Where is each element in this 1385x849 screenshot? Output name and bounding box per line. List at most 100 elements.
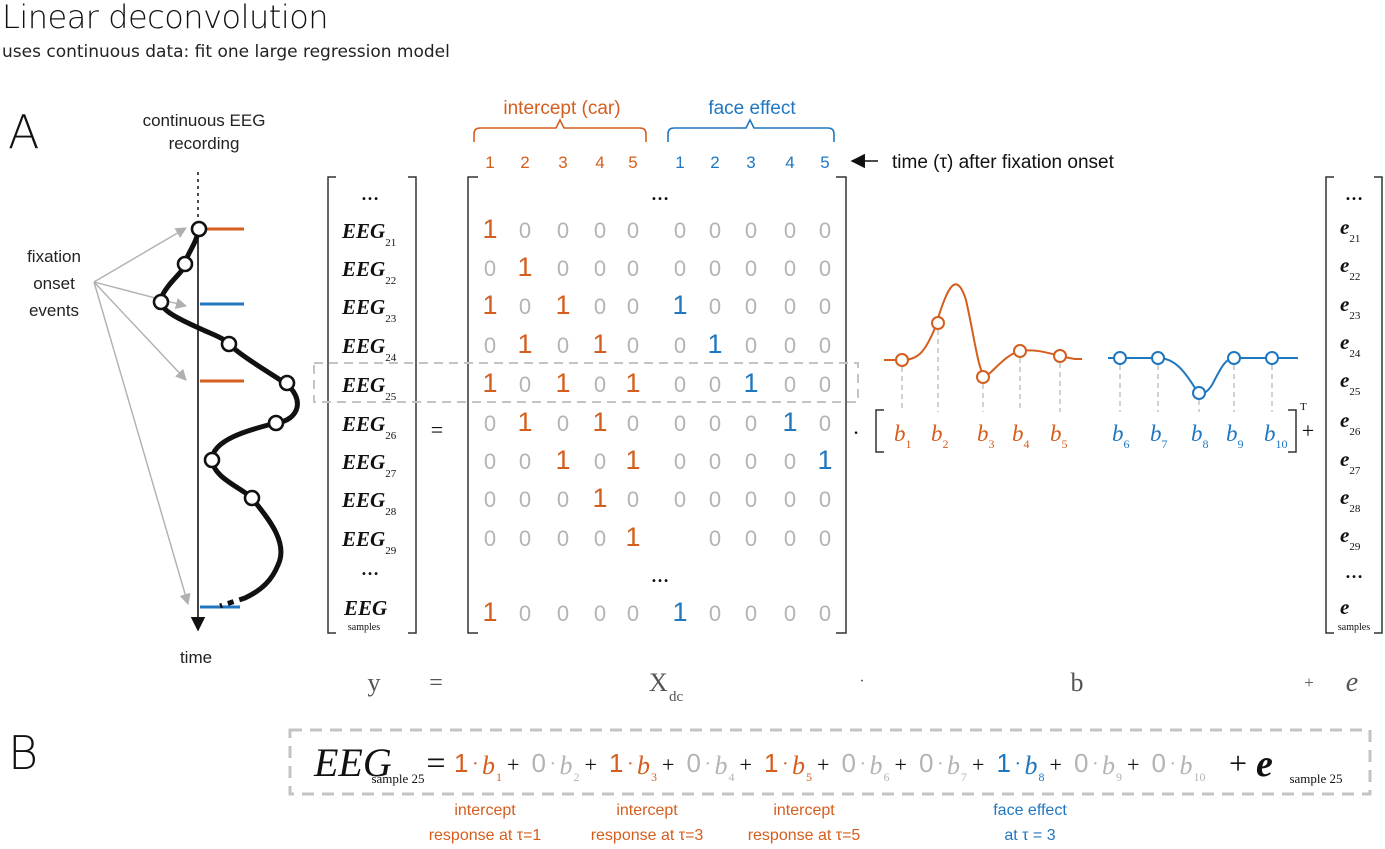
event-arrow: [93, 227, 187, 283]
event-arrow: [93, 281, 187, 381]
dot-operator: ·: [852, 420, 859, 445]
column-number: 3: [746, 153, 755, 172]
matrix-cell: 1: [817, 445, 832, 475]
waveform-point: [895, 353, 909, 367]
matrix-cell: 0: [519, 372, 531, 397]
matrix-cell: 0: [819, 601, 831, 626]
matrix-cell: 0: [674, 218, 686, 243]
events-label-line1: fixation: [27, 247, 81, 266]
column-number: 2: [710, 153, 719, 172]
matrix-cell: 0: [819, 372, 831, 397]
waveform-points: [895, 316, 1279, 412]
intercept-brace: [473, 118, 647, 142]
matrix-cell: 0: [709, 256, 721, 281]
equation-annotations: intercept response at τ=1 intercept respons…: [429, 802, 1068, 844]
eq-coefficient: 0: [687, 748, 701, 778]
matrix-cell: 0: [745, 411, 757, 436]
e-entry: e24: [1340, 330, 1361, 360]
matrix-cell: 0: [519, 449, 531, 474]
eq-b: b: [482, 751, 495, 780]
matrix-cell: 0: [784, 372, 796, 397]
eeg-sample-point: [203, 451, 221, 469]
eq-plus: +: [972, 752, 984, 777]
eq-b-sub: 4: [729, 770, 735, 784]
matrix-cell: 0: [709, 601, 721, 626]
eq-dot: ·: [472, 753, 479, 775]
matrix-cell: 0: [784, 601, 796, 626]
matrix-cell: 0: [784, 333, 796, 358]
y-entry: EEG28: [341, 488, 397, 518]
matrix-cell: 1: [707, 329, 722, 359]
waveform-point: [1265, 351, 1279, 365]
matrix-cell: 0: [627, 601, 639, 626]
column-number: 3: [558, 153, 567, 172]
eeg-sample-point: [220, 335, 238, 353]
y-entry: EEG29: [341, 527, 397, 557]
b-entry: b10: [1264, 421, 1288, 451]
y-bracket-left: [327, 176, 336, 634]
matrix-cell: 0: [557, 411, 569, 436]
matrix-cell: 0: [484, 526, 496, 551]
matrix-cell: 1: [482, 368, 497, 398]
matrix-cell: 0: [627, 411, 639, 436]
eq-b-sub: 6: [884, 770, 890, 784]
matrix-cell: 0: [674, 487, 686, 512]
eeg-sample-point: [267, 414, 285, 432]
matrix-cell: 0: [709, 411, 721, 436]
eeg-sample-point: [176, 255, 194, 273]
matrix-cell: 0: [484, 256, 496, 281]
matrix-cell: 0: [745, 218, 757, 243]
y-entry: EEG26: [341, 412, 397, 442]
panel-b-label: B: [8, 726, 38, 780]
bottom-x: X: [649, 668, 668, 697]
matrix-cell: 0: [819, 294, 831, 319]
matrix-cell: 1: [517, 329, 532, 359]
eq-coefficient: 0: [842, 748, 856, 778]
b-entry: b3: [977, 421, 995, 451]
annotation-line2: at τ = 3: [1004, 827, 1055, 844]
matrix-cell: 1: [555, 445, 570, 475]
matrix-cell: 0: [709, 449, 721, 474]
matrix-cell: 0: [557, 487, 569, 512]
b-entry: b7: [1150, 421, 1168, 451]
matrix-cell: 0: [709, 526, 721, 551]
matrix-cell: 0: [819, 256, 831, 281]
b-vector: b1 b2 b3 b4 b5 b6 b7 b8 b9 b10: [894, 421, 1288, 451]
eeg-title-line1: continuous EEG: [143, 111, 266, 130]
matrix-cell: 0: [627, 218, 639, 243]
eeg-sample-point: [190, 220, 208, 238]
matrix-cell: 0: [819, 411, 831, 436]
eq-b: b: [715, 751, 728, 780]
matrix-cell: 0: [484, 411, 496, 436]
matrix-cell: 0: [484, 449, 496, 474]
matrix-cell: 1: [672, 597, 687, 627]
eeg-trace: [158, 226, 300, 601]
e-ellipsis-top: …: [1345, 184, 1363, 204]
matrix-cell: 0: [594, 256, 606, 281]
matrix-cell: 0: [627, 294, 639, 319]
transpose-mark: T: [1300, 401, 1307, 413]
waveform-point: [976, 370, 990, 384]
e-vector: … e21 e22 e23 e24 e25 e26 e27 e28 e29 … e samples: [1338, 184, 1370, 633]
eq-coefficient: 1: [609, 748, 623, 778]
matrix-cell: 0: [484, 333, 496, 358]
matrix-cell: 0: [819, 333, 831, 358]
matrix-cell: 0: [594, 526, 606, 551]
waveform-point: [1053, 349, 1067, 363]
bottom-b: b: [1071, 668, 1084, 697]
y-entry: EEG27: [341, 450, 397, 480]
eq-b: b: [947, 751, 960, 780]
eq-dot: ·: [1092, 753, 1099, 775]
matrix-cell: 0: [745, 526, 757, 551]
eq-plus: +: [507, 752, 519, 777]
matrix-cell: 0: [745, 487, 757, 512]
matrix-cell: 1: [625, 522, 640, 552]
matrix-cell: 0: [784, 218, 796, 243]
time-label: time: [180, 648, 212, 667]
eeg-sample-point: [278, 374, 296, 392]
matrix-cell: 0: [745, 294, 757, 319]
eeg-sample-point: [243, 489, 261, 507]
matrix-cell: 0: [784, 294, 796, 319]
matrix-cell: 0: [627, 333, 639, 358]
